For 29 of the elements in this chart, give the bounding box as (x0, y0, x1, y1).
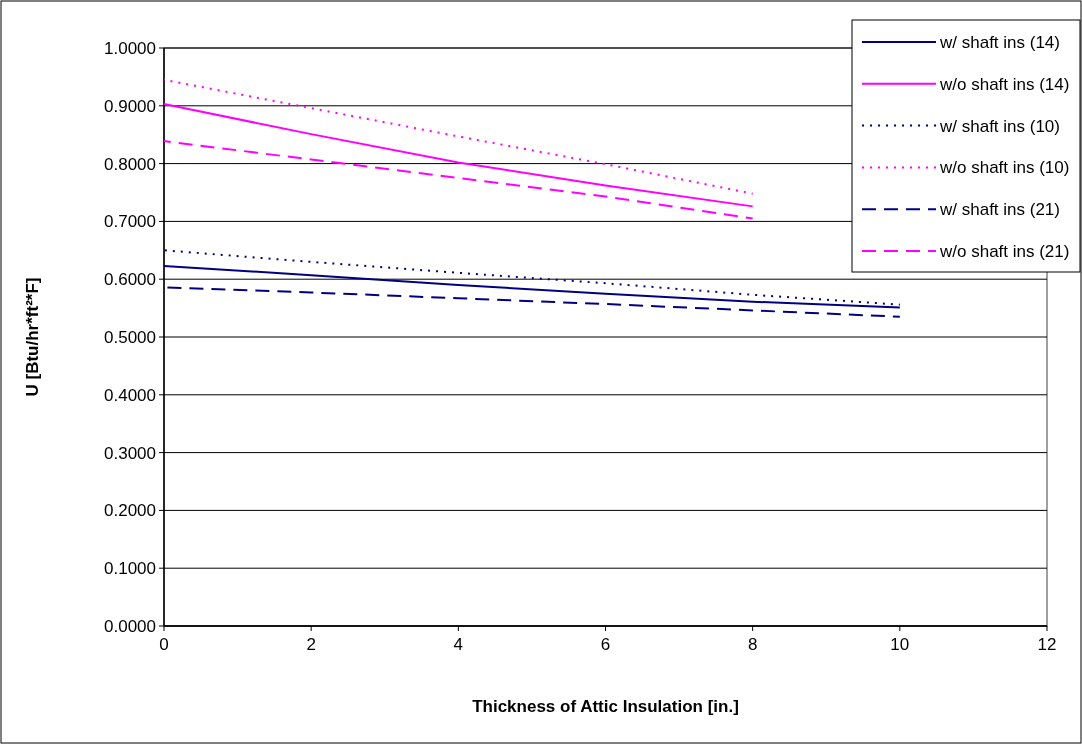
line-series (163, 103, 754, 208)
y-tick-label: 0.6000 (104, 270, 156, 290)
line-series (163, 78, 754, 195)
legend-label: w/o shaft ins (21) (939, 241, 1070, 261)
legend-label: w/ shaft ins (21) (939, 200, 1060, 220)
x-tick-label: 10 (890, 635, 910, 654)
y-tick-label: 0.1000 (104, 559, 156, 579)
x-tick-label: 2 (306, 635, 316, 654)
x-tick-label: 12 (1037, 635, 1057, 654)
y-tick-label: 0.4000 (104, 385, 156, 405)
y-tick-label: 0.7000 (104, 212, 156, 232)
y-tick-label: 0.8000 (104, 154, 156, 174)
y-tick-label: 0.0000 (104, 616, 156, 636)
line-series (163, 140, 754, 220)
legend-label: w/ shaft ins (14) (939, 32, 1060, 52)
x-tick-label: 0 (159, 635, 169, 654)
legend-label: w/o shaft ins (10) (939, 158, 1070, 178)
y-axis-title: U [Btu/hr*ft²*F] (23, 277, 42, 397)
y-tick-label: 0.3000 (104, 443, 156, 463)
legend-label: w/ shaft ins (10) (939, 116, 1060, 136)
x-axis-title: Thickness of Attic Insulation [in.] (472, 697, 739, 716)
y-tick-label: 0.2000 (104, 501, 156, 521)
x-tick-label: 6 (600, 635, 611, 654)
legend-label: w/o shaft ins (14) (939, 74, 1070, 94)
x-tick-label: 4 (453, 635, 464, 654)
y-tick-label: 1.0000 (104, 38, 156, 58)
y-tick-label: 0.9000 (104, 96, 156, 116)
y-tick-label: 0.5000 (104, 327, 156, 347)
x-tick-label: 8 (747, 635, 758, 654)
